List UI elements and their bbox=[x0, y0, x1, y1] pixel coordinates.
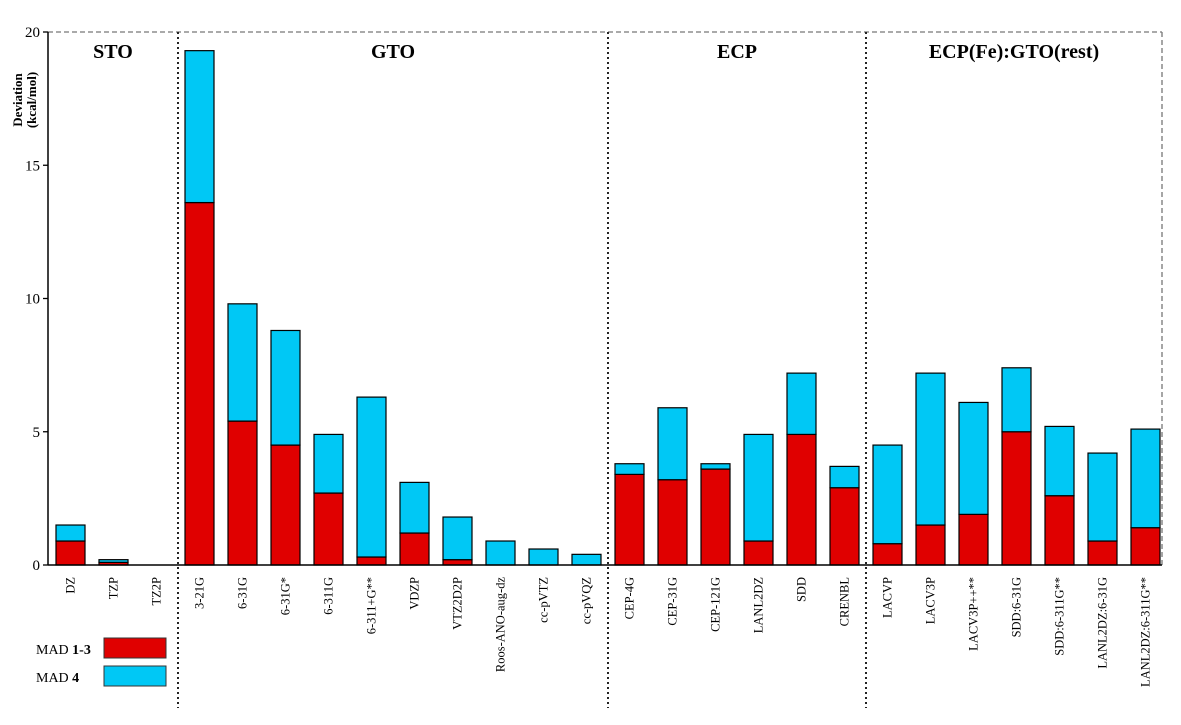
legend-label-id: 4 bbox=[72, 671, 79, 686]
group-title: STO bbox=[93, 41, 133, 63]
bar-mad-4 bbox=[485, 540, 516, 566]
bar-mad-4 bbox=[1130, 428, 1161, 529]
bar-mad-4 bbox=[700, 463, 731, 470]
legend-label-id: 1-3 bbox=[72, 643, 91, 658]
bar-mad-1-3 bbox=[356, 556, 387, 566]
y-tick-label: 5 bbox=[33, 425, 41, 441]
bar-mad-4 bbox=[227, 303, 258, 422]
category-label: CEP-31G bbox=[666, 577, 680, 626]
category-label: 3-21G bbox=[193, 577, 207, 609]
category-label: TZ2P bbox=[150, 577, 164, 606]
category-label: TZP bbox=[107, 577, 121, 599]
bar-mad-1-3 bbox=[313, 492, 344, 566]
bar-mad-4 bbox=[399, 481, 430, 534]
category-label: LACVP bbox=[881, 577, 895, 618]
group-title: ECP bbox=[717, 41, 757, 63]
bar-mad-4 bbox=[657, 407, 688, 481]
category-label: 6-311+G** bbox=[365, 577, 379, 634]
bar-mad-4 bbox=[958, 401, 989, 515]
bar-mad-1-3 bbox=[1087, 540, 1118, 566]
category-label: VTZ2D2P bbox=[451, 577, 465, 630]
bar-mad-1-3 bbox=[399, 532, 430, 566]
legend-swatch-mad-1-3 bbox=[103, 637, 167, 659]
bar-mad-4 bbox=[184, 50, 215, 204]
bar-mad-4 bbox=[1087, 452, 1118, 542]
category-label: cc-pVQZ bbox=[580, 577, 594, 624]
category-label: CEP-121G bbox=[709, 577, 723, 632]
bar-mad-1-3 bbox=[700, 468, 731, 566]
bar-mad-1-3 bbox=[227, 420, 258, 566]
bar-mad-1-3 bbox=[657, 479, 688, 566]
category-label: 6-31G bbox=[236, 577, 250, 609]
bar-mad-1-3 bbox=[614, 473, 645, 566]
category-label: LANL2DZ:6-311G** bbox=[1139, 577, 1153, 687]
bar-mad-4 bbox=[786, 372, 817, 436]
bar-mad-1-3 bbox=[958, 513, 989, 566]
category-label: SDD:6-31G bbox=[1010, 577, 1024, 637]
category-label: VDZP bbox=[408, 577, 422, 610]
category-label: CEP-4G bbox=[623, 577, 637, 619]
bar-mad-4 bbox=[1001, 367, 1032, 433]
category-label: 6-31G* bbox=[279, 577, 293, 615]
bar-mad-1-3 bbox=[1130, 527, 1161, 566]
bar-mad-4 bbox=[442, 516, 473, 561]
category-label: LANL2DZ:6-31G bbox=[1096, 577, 1110, 669]
bar-mad-1-3 bbox=[442, 559, 473, 566]
bar-mad-4 bbox=[1044, 425, 1075, 497]
group-title: ECP(Fe):GTO(rest) bbox=[929, 41, 1099, 63]
bar-mad-1-3 bbox=[1044, 495, 1075, 566]
bar-mad-4 bbox=[614, 463, 645, 475]
bar-mad-4 bbox=[270, 329, 301, 446]
bar-mad-4 bbox=[356, 396, 387, 558]
bar-mad-1-3 bbox=[829, 487, 860, 566]
bar-mad-4 bbox=[915, 372, 946, 526]
bar-mad-4 bbox=[528, 548, 559, 566]
bar-mad-1-3 bbox=[786, 433, 817, 566]
category-label: LANL2DZ bbox=[752, 577, 766, 633]
category-label: LACV3P bbox=[924, 577, 938, 624]
y-tick-label: 0 bbox=[33, 558, 41, 574]
category-label: 6-311G bbox=[322, 577, 336, 615]
legend-label-prefix: MAD bbox=[36, 671, 72, 686]
bar-mad-1-3 bbox=[270, 444, 301, 566]
bar-mad-1-3 bbox=[872, 543, 903, 566]
bar-mad-4 bbox=[872, 444, 903, 545]
category-label: DZ bbox=[64, 577, 78, 594]
bar-mad-4 bbox=[829, 465, 860, 489]
bar-mad-1-3 bbox=[915, 524, 946, 566]
bar-mad-1-3 bbox=[184, 201, 215, 566]
bar-mad-4 bbox=[313, 433, 344, 494]
bar-mad-4 bbox=[571, 553, 602, 566]
legend-swatch-mad-4 bbox=[103, 665, 167, 687]
y-tick-label: 20 bbox=[25, 25, 40, 41]
bar-mad-1-3 bbox=[743, 540, 774, 566]
bar-mad-4 bbox=[743, 433, 774, 542]
bar-mad-1-3 bbox=[55, 540, 86, 566]
bar-mad-4 bbox=[98, 559, 129, 563]
legend-label: MAD 1-3 bbox=[36, 643, 91, 658]
y-tick-label: 15 bbox=[25, 158, 40, 174]
bar-mad-1-3 bbox=[1001, 431, 1032, 566]
bar-mad-4 bbox=[55, 524, 86, 542]
category-label: SDD:6-311G** bbox=[1053, 577, 1067, 656]
group-title: GTO bbox=[371, 41, 415, 63]
y-tick-label: 10 bbox=[25, 292, 40, 308]
category-label: LACV3P++** bbox=[967, 577, 981, 651]
y-axis-label: (kcal/mol) bbox=[24, 72, 39, 128]
category-label: Roos-ANO-aug-dz bbox=[494, 577, 508, 673]
category-label: cc-pVTZ bbox=[537, 577, 551, 623]
y-axis-label: Deviation bbox=[10, 73, 25, 127]
legend-label-prefix: MAD bbox=[36, 643, 72, 658]
category-label: CRENBL bbox=[838, 577, 852, 626]
category-label: SDD bbox=[795, 577, 809, 602]
legend-label: MAD 4 bbox=[36, 671, 79, 686]
